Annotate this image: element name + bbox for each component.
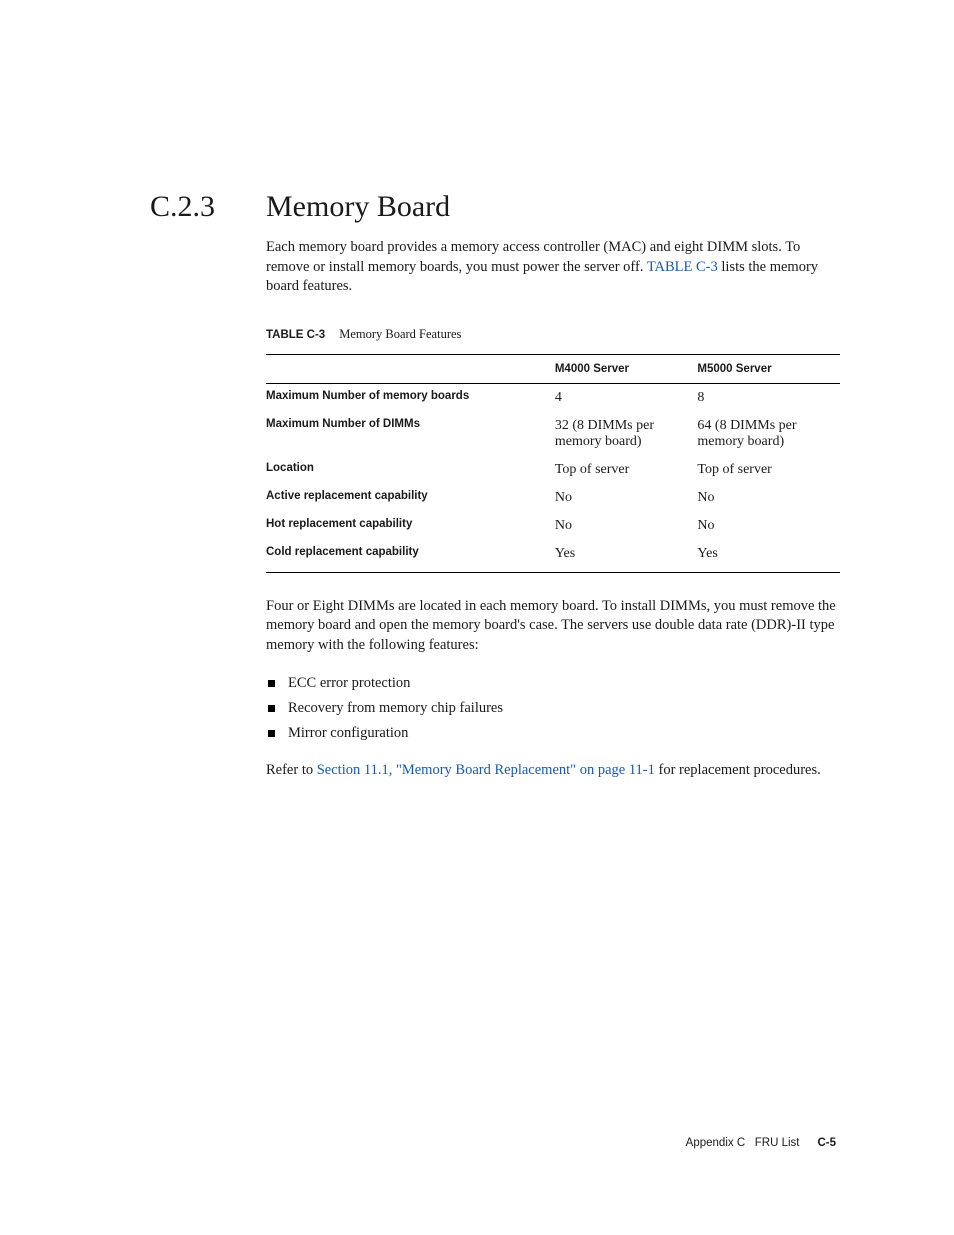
footer-text: Appendix C FRU List C-5 (686, 1137, 836, 1149)
row-label: Maximum Number of memory boards (266, 383, 555, 412)
table-header-blank (266, 354, 555, 383)
section-number: C.2.3 (150, 190, 266, 224)
table-header-m5000: M5000 Server (697, 354, 840, 383)
table-caption: TABLE C-3 Memory Board Features (266, 327, 840, 342)
list-item: ECC error protection (266, 671, 840, 696)
row-label: Maximum Number of DIMMs (266, 412, 555, 456)
row-m5000: 64 (8 DIMMs per memory board) (697, 412, 840, 456)
table-caption-text: Memory Board Features (339, 327, 461, 341)
row-m5000: Top of server (697, 456, 840, 484)
row-m4000: No (555, 512, 698, 540)
row-label: Cold replacement capability (266, 540, 555, 573)
row-m5000: No (697, 484, 840, 512)
list-item: Mirror configuration (266, 721, 840, 746)
features-table: M4000 Server M5000 Server Maximum Number… (266, 354, 840, 573)
footer-appendix: Appendix C (686, 1137, 745, 1149)
table-row: Hot replacement capability No No (266, 512, 840, 540)
table-row: Location Top of server Top of server (266, 456, 840, 484)
table-row: Active replacement capability No No (266, 484, 840, 512)
after-table-paragraph: Four or Eight DIMMs are located in each … (266, 597, 840, 656)
refer-after: for replacement procedures. (655, 762, 821, 778)
list-item: Recovery from memory chip failures (266, 696, 840, 721)
row-m4000: 32 (8 DIMMs per memory board) (555, 412, 698, 456)
feature-bullets: ECC error protection Recovery from memor… (266, 671, 840, 745)
refer-before: Refer to (266, 762, 317, 778)
row-m5000: Yes (697, 540, 840, 573)
table-row: Maximum Number of memory boards 4 8 (266, 383, 840, 412)
row-label: Active replacement capability (266, 484, 555, 512)
table-caption-label: TABLE C-3 (266, 329, 325, 341)
row-m5000: No (697, 512, 840, 540)
section-ref-link[interactable]: Section 11.1, "Memory Board Replacement"… (317, 762, 655, 778)
footer-page-number: C-5 (817, 1137, 836, 1149)
table-row: Maximum Number of DIMMs 32 (8 DIMMs per … (266, 412, 840, 456)
table-ref-link[interactable]: TABLE C-3 (647, 259, 718, 275)
row-m4000: 4 (555, 383, 698, 412)
table-row: Cold replacement capability Yes Yes (266, 540, 840, 573)
page-footer: Appendix C FRU List C-5 (0, 1085, 954, 1235)
section-heading: C.2.3 Memory Board (150, 190, 840, 224)
intro-paragraph: Each memory board provides a memory acce… (266, 238, 840, 297)
row-m4000: Yes (555, 540, 698, 573)
refer-paragraph: Refer to Section 11.1, "Memory Board Rep… (266, 761, 840, 781)
footer-title: FRU List (755, 1137, 800, 1149)
row-m4000: Top of server (555, 456, 698, 484)
page: C.2.3 Memory Board Each memory board pro… (0, 0, 954, 1235)
row-label: Location (266, 456, 555, 484)
table-header-row: M4000 Server M5000 Server (266, 354, 840, 383)
content-area: Each memory board provides a memory acce… (266, 238, 840, 797)
row-m5000: 8 (697, 383, 840, 412)
table-header-m4000: M4000 Server (555, 354, 698, 383)
section-title: Memory Board (266, 190, 450, 224)
row-m4000: No (555, 484, 698, 512)
row-label: Hot replacement capability (266, 512, 555, 540)
